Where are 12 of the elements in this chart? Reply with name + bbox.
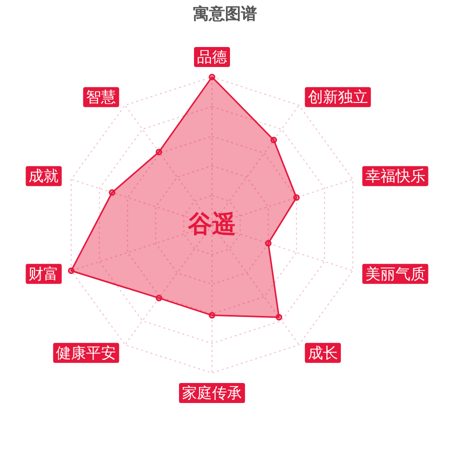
spoke-label: 幸福快乐 bbox=[365, 167, 426, 186]
spoke-label: 财富 bbox=[28, 264, 59, 283]
spoke-label: 智慧 bbox=[86, 88, 116, 106]
spoke-label: 成就 bbox=[28, 167, 59, 186]
spoke-label: 成长 bbox=[308, 344, 338, 362]
spoke-label: 健康平安 bbox=[56, 344, 116, 362]
spoke-label: 美丽气质 bbox=[365, 264, 426, 283]
spoke-label: 家庭传承 bbox=[182, 384, 242, 402]
text: 谷遥 bbox=[186, 209, 237, 239]
spoke-label: 创新独立 bbox=[308, 88, 368, 106]
chart-title: 寓意图谱 bbox=[192, 4, 258, 25]
spoke-label: 品德 bbox=[197, 48, 227, 66]
